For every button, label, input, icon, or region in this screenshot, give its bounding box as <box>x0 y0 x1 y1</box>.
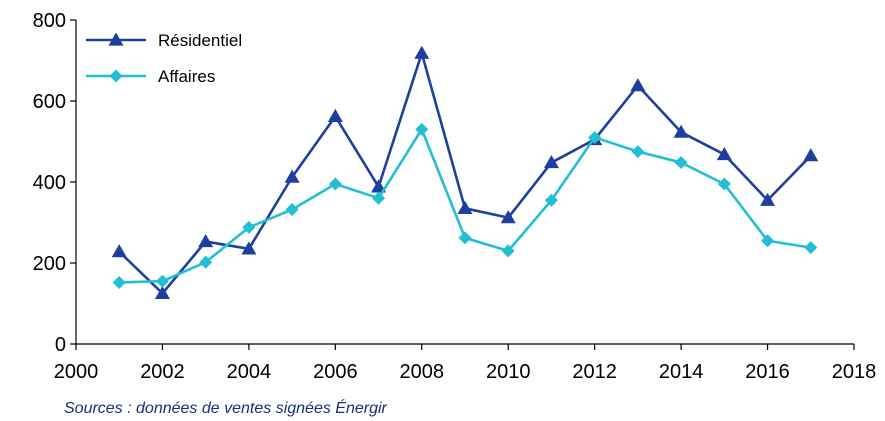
x-tick-label: 2018 <box>832 361 877 383</box>
data-point-diamond <box>588 130 602 144</box>
data-point-triangle <box>241 241 257 255</box>
data-point-diamond <box>717 177 731 191</box>
data-point-triangle <box>630 78 646 92</box>
chart-legend: Résidentiel Affaires <box>86 31 242 86</box>
x-tick-label: 2000 <box>54 361 99 383</box>
series-2 <box>112 122 818 289</box>
data-point-diamond <box>501 244 515 258</box>
series-1 <box>111 45 819 299</box>
x-tick-label: 2012 <box>572 361 617 383</box>
data-point-diamond <box>415 122 429 136</box>
x-tick-label: 2004 <box>227 361 272 383</box>
data-point-triangle <box>457 200 473 214</box>
data-point-triangle <box>327 108 343 123</box>
data-point-triangle <box>760 192 776 206</box>
line-chart: 0 200 400 600 800 2000 2002 2004 2006 2008 2010 201… <box>33 10 877 383</box>
data-point-diamond <box>328 177 342 191</box>
legend-label: Résidentiel <box>158 31 242 50</box>
x-tick-label: 2014 <box>659 361 704 383</box>
x-tick-label: 2008 <box>400 361 445 383</box>
data-point-diamond <box>112 275 126 289</box>
data-point-diamond <box>544 193 558 207</box>
source-note: Sources : données de ventes signées Éner… <box>64 400 387 417</box>
data-point-triangle <box>284 169 300 183</box>
data-point-triangle <box>414 45 430 59</box>
data-point-triangle <box>543 155 559 169</box>
x-tick-label: 2010 <box>486 361 531 383</box>
legend-item: Affaires <box>86 67 215 86</box>
y-tick-label: 600 <box>33 91 66 113</box>
data-point-diamond <box>674 156 688 170</box>
data-point-diamond <box>372 191 386 205</box>
y-tick-label: 0 <box>55 334 66 356</box>
y-tick-label: 800 <box>33 10 66 32</box>
series-line <box>118 51 812 295</box>
data-point-diamond <box>804 241 818 255</box>
data-point-triangle <box>111 244 127 258</box>
data-point-diamond <box>199 255 213 269</box>
chart-series <box>111 45 819 299</box>
data-point-triangle <box>500 210 516 224</box>
data-point-triangle <box>673 124 689 138</box>
data-point-triangle <box>198 234 214 248</box>
data-point-triangle <box>154 285 170 299</box>
data-point-triangle <box>108 32 124 46</box>
data-point-diamond <box>631 145 645 159</box>
legend-label: Affaires <box>158 67 215 86</box>
data-point-diamond <box>155 274 169 288</box>
data-point-triangle <box>803 148 819 162</box>
x-tick-label: 2006 <box>313 361 358 383</box>
y-tick-label: 400 <box>33 172 66 194</box>
data-point-diamond <box>761 234 775 248</box>
data-point-diamond <box>109 69 123 83</box>
chart-axes: 0 200 400 600 800 2000 2002 2004 2006 2008 2010 201… <box>33 10 877 383</box>
y-tick-label: 200 <box>33 253 66 275</box>
data-point-diamond <box>242 220 256 234</box>
data-point-diamond <box>285 203 299 217</box>
data-point-triangle <box>371 179 387 193</box>
x-tick-label: 2016 <box>745 361 790 383</box>
legend-item: Résidentiel <box>86 31 242 50</box>
data-point-triangle <box>716 146 732 161</box>
x-tick-label: 2002 <box>140 361 185 383</box>
data-point-diamond <box>458 231 472 245</box>
